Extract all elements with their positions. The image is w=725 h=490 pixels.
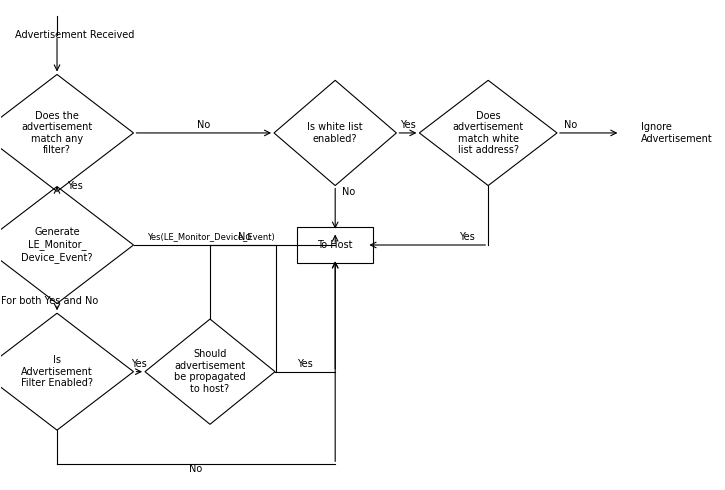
- Text: Is white list
enabled?: Is white list enabled?: [307, 122, 363, 144]
- Text: No: No: [197, 120, 210, 130]
- Text: For both Yes and No: For both Yes and No: [1, 296, 99, 306]
- Text: Yes: Yes: [131, 359, 147, 369]
- FancyBboxPatch shape: [297, 227, 373, 263]
- Text: No: No: [189, 464, 203, 473]
- Text: Generate
LE_Monitor_
Device_Event?: Generate LE_Monitor_ Device_Event?: [21, 227, 93, 263]
- Text: Yes: Yes: [400, 120, 415, 130]
- Text: Yes(LE_Monitor_Device_Event): Yes(LE_Monitor_Device_Event): [147, 232, 276, 241]
- Text: No: No: [238, 232, 251, 242]
- Text: Yes: Yes: [297, 359, 313, 369]
- Text: No: No: [564, 120, 577, 130]
- Text: To Host: To Host: [318, 240, 353, 250]
- Text: Does the
advertisement
match any
filter?: Does the advertisement match any filter?: [22, 111, 93, 155]
- Text: Advertisement Received: Advertisement Received: [15, 30, 135, 41]
- Text: Ignore
Advertisement: Ignore Advertisement: [641, 122, 713, 144]
- Text: Does
advertisement
match white
list address?: Does advertisement match white list addr…: [452, 111, 523, 155]
- Text: Should
advertisement
be propagated
to host?: Should advertisement be propagated to ho…: [174, 349, 246, 394]
- Text: No: No: [342, 187, 355, 197]
- Text: Is
Advertisement
Filter Enabled?: Is Advertisement Filter Enabled?: [21, 355, 93, 388]
- Text: Yes: Yes: [460, 232, 475, 242]
- Text: Yes: Yes: [67, 181, 83, 191]
